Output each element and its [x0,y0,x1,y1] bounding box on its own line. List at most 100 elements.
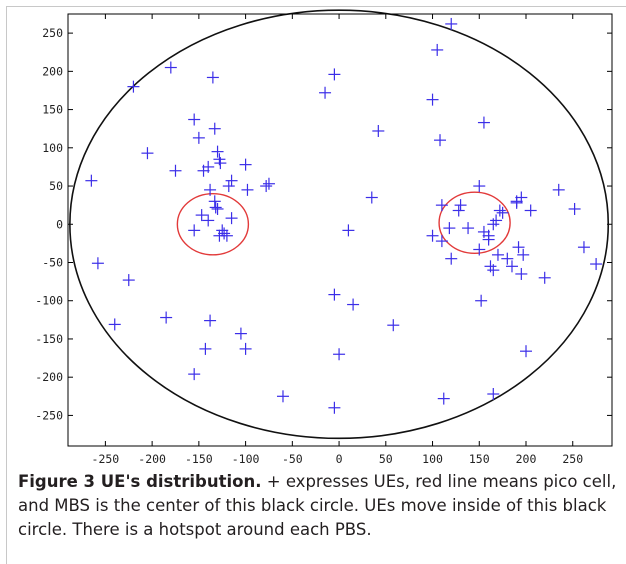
ue-marker [524,204,537,217]
y-tick-label: 50 [49,179,63,193]
ue-marker [443,222,456,235]
ue-marker [209,201,222,214]
y-tick-label: 150 [42,103,63,117]
ue-marker [260,180,273,193]
ue-marker [477,116,490,129]
ue-marker [435,199,448,212]
ue-marker [520,345,533,358]
ue-marker [487,388,500,401]
ue-marker [211,202,224,215]
ue-marker [91,257,104,270]
ue-marker [462,222,475,235]
ue-marker [204,183,217,196]
ue-marker [501,252,514,265]
ue-marker [435,235,448,248]
ue-marker [225,212,238,225]
ue-marker [188,224,201,237]
ue-marker [164,61,177,74]
caption-lead: Figure 3 UE's distribution. [18,472,262,491]
y-tick-label: 200 [42,64,63,78]
x-tick-label: 150 [469,452,490,466]
ue-marker [487,218,500,231]
ue-marker [122,274,135,287]
x-tick-label: 200 [516,452,537,466]
ue-marker [85,174,98,187]
ue-marker [482,229,495,242]
ue-marker [218,227,231,240]
ue-marker [276,390,289,403]
ue-marker [493,204,506,217]
x-tick-label: -150 [185,452,213,466]
ue-marker [328,401,341,414]
ue-marker [319,86,332,99]
ue-marker [473,243,486,256]
ue-marker [431,43,444,56]
x-tick-label: 50 [379,452,393,466]
ue-marker [437,392,450,405]
y-tick-label: 100 [42,141,63,155]
ue-marker [195,209,208,222]
ue-marker [347,298,360,311]
ue-marker [208,195,221,208]
ue-marker [225,174,238,187]
ue-marker [505,260,518,273]
ue-marker [241,183,254,196]
ue-marker [372,124,385,137]
ue-marker [510,195,523,208]
ue-marker [452,204,465,217]
ue-marker [496,206,509,219]
ue-marker [214,157,227,170]
ue-marker [577,241,590,254]
ue-marker [333,348,346,361]
ue-marker [328,288,341,301]
ue-marker [239,158,252,171]
ue-marker [568,202,581,215]
x-tick-label: 100 [422,452,443,466]
ue-marker [206,71,219,84]
ue-marker [590,258,603,271]
ue-marker [127,80,140,93]
ue-marker [220,229,233,242]
macro-cell-circle [69,9,610,440]
ue-marker [517,248,530,261]
ue-marker [387,319,400,332]
ue-marker [491,248,504,261]
point-layer [85,17,603,414]
ue-marker [234,327,247,340]
ue-marker [160,311,173,324]
x-tick-label: -50 [282,452,303,466]
x-tick-label: -200 [138,452,166,466]
y-tick-label: -50 [42,255,63,269]
ue-marker [108,318,121,331]
ue-marker [192,131,205,144]
ue-marker [434,134,447,147]
ue-marker [552,183,565,196]
ue-marker [204,314,217,327]
ue-marker [188,368,201,381]
ue-marker [188,113,201,126]
ue-marker [199,342,212,355]
ue-marker [208,122,221,135]
ue-marker [445,252,458,265]
x-tick-label: 250 [562,452,583,466]
ue-marker [365,191,378,204]
ue-marker [342,224,355,237]
y-tick-label: -200 [35,370,63,384]
ue-marker [239,342,252,355]
ue-marker [262,177,275,190]
ue-marker [487,264,500,277]
ue-marker [473,180,486,193]
ue-marker [426,229,439,242]
figure-frame-left [6,6,7,564]
x-tick-label: -250 [92,452,120,466]
caption-text: + expresses UEs, red line means pico cel… [18,472,617,539]
ue-marker [202,214,215,227]
ue-marker [328,68,341,81]
ue-marker [475,294,488,307]
y-tick-label: -150 [35,332,63,346]
ue-marker [454,199,467,212]
figure-caption: Figure 3 UE's distribution. + expresses … [18,470,618,542]
scatter-plot: -250 -200 -150 -100 -50 0 50 100 150 200 250 250 200… [35,9,613,466]
y-tick-label: 0 [56,217,63,231]
ue-marker [538,271,551,284]
